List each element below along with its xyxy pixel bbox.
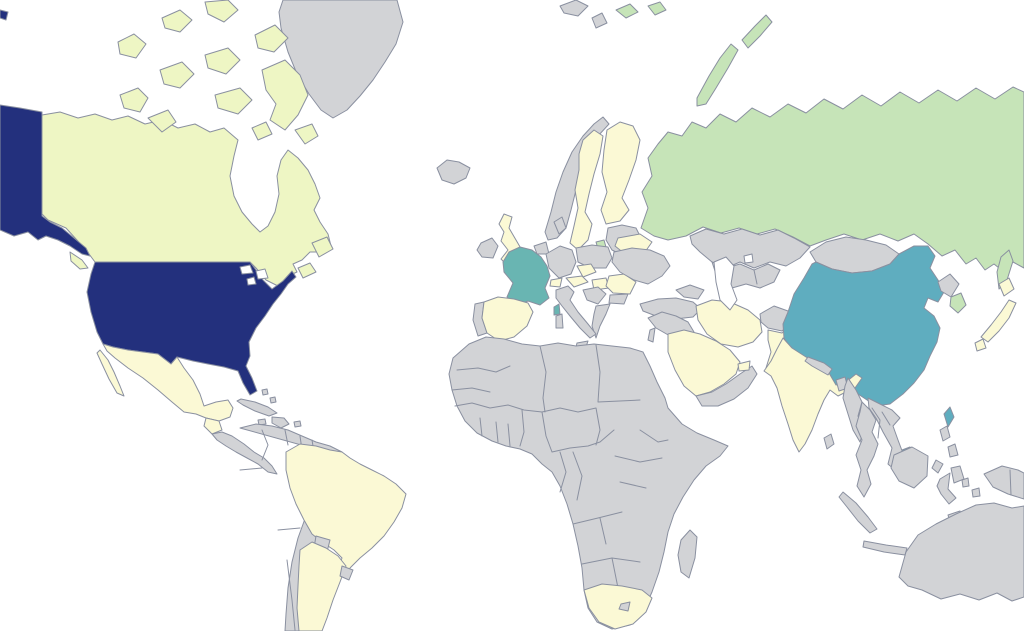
country-canada-island[interactable] <box>294 123 319 145</box>
country-canada-island[interactable] <box>117 33 147 59</box>
country-japan-hokkaido[interactable] <box>998 277 1015 297</box>
great-lakes <box>255 268 269 280</box>
country-canada-island[interactable] <box>214 87 253 115</box>
border-lines-se-asia <box>871 407 891 439</box>
country-russia-franz-josef-2[interactable] <box>647 1 667 16</box>
country-svalbard[interactable] <box>559 0 589 17</box>
country-indonesia-moluccas[interactable] <box>961 477 970 488</box>
region-yemen-oman[interactable] <box>695 365 758 407</box>
region-caucasus[interactable] <box>675 284 705 300</box>
country-china-taiwan[interactable] <box>943 406 955 428</box>
country-russia-novaya-zemlya[interactable] <box>696 43 739 107</box>
great-lakes <box>246 276 257 286</box>
country-sri-lanka[interactable] <box>823 433 835 450</box>
country-jamaica[interactable] <box>257 418 267 426</box>
country-bulgaria[interactable] <box>608 293 629 305</box>
country-russia-franz-josef[interactable] <box>615 3 639 19</box>
country-brazil[interactable] <box>285 443 407 577</box>
country-switzerland[interactable] <box>549 277 563 288</box>
country-indonesia-borneo[interactable] <box>890 446 929 489</box>
country-canada-island[interactable] <box>254 24 289 53</box>
country-south-korea[interactable] <box>949 292 967 314</box>
country-uae[interactable] <box>737 360 751 372</box>
country-ukraine[interactable] <box>611 247 671 285</box>
country-uruguay[interactable] <box>339 565 354 581</box>
country-bahamas[interactable] <box>261 388 269 396</box>
country-nepal[interactable] <box>804 356 833 376</box>
country-canada-island[interactable] <box>159 61 195 89</box>
country-usa-alaska[interactable] <box>0 104 91 257</box>
country-bahamas-2[interactable] <box>269 396 277 404</box>
country-philippines-2[interactable] <box>947 443 959 458</box>
country-canada-island[interactable] <box>204 47 241 75</box>
region-balkans[interactable] <box>582 286 607 305</box>
country-cuba[interactable] <box>236 398 278 417</box>
country-hispaniola[interactable] <box>271 416 290 429</box>
country-usa-island[interactable] <box>0 9 9 21</box>
country-indonesia-sumatra[interactable] <box>838 491 878 534</box>
country-canada-island-baffin[interactable] <box>261 59 309 131</box>
country-puerto-rico[interactable] <box>293 420 302 428</box>
country-italy-sardinia[interactable] <box>555 313 564 329</box>
country-poland[interactable] <box>575 244 613 269</box>
country-japan-kyushu[interactable] <box>974 338 987 352</box>
country-philippines[interactable] <box>939 425 951 442</box>
country-finland[interactable] <box>600 121 641 225</box>
great-lakes <box>239 264 254 275</box>
country-canada-newfoundland[interactable] <box>311 236 334 258</box>
country-austria[interactable] <box>565 275 589 288</box>
country-greece[interactable] <box>591 303 611 339</box>
country-canada-island[interactable] <box>204 0 239 23</box>
country-saudi-arabia[interactable] <box>667 329 741 397</box>
country-madagascar[interactable] <box>677 529 698 579</box>
country-canada-island[interactable] <box>147 109 177 133</box>
country-canada-island[interactable] <box>251 121 273 141</box>
country-north-korea[interactable] <box>937 273 960 298</box>
country-canada-mainland[interactable] <box>41 111 332 287</box>
country-italy[interactable] <box>555 285 597 339</box>
country-japan-honshu[interactable] <box>980 299 1017 343</box>
country-czechia[interactable] <box>576 263 597 278</box>
region-central-america[interactable] <box>211 431 278 475</box>
country-south-africa[interactable] <box>583 583 653 630</box>
country-russia-novaya-zemlya-2[interactable] <box>741 14 773 49</box>
country-canada-island[interactable] <box>119 87 149 113</box>
caspian-sea <box>713 256 738 311</box>
country-canada-novascotia[interactable] <box>297 262 317 279</box>
country-denmark[interactable] <box>553 216 567 235</box>
country-canada-island[interactable] <box>161 9 193 33</box>
country-kazakhstan[interactable] <box>689 228 811 269</box>
country-guatemala[interactable] <box>203 417 223 435</box>
country-australia[interactable] <box>898 502 1024 602</box>
country-spain[interactable] <box>481 296 534 342</box>
country-mexico-baja[interactable] <box>96 349 125 397</box>
country-iceland[interactable] <box>436 159 471 185</box>
country-france[interactable] <box>502 246 551 307</box>
country-israel[interactable] <box>647 327 656 343</box>
country-indonesia-moluccas-2[interactable] <box>971 487 981 498</box>
country-india[interactable] <box>763 337 863 453</box>
border-lines-new-guinea <box>1009 469 1012 496</box>
country-argentina[interactable] <box>296 541 347 631</box>
country-philippines-3[interactable] <box>931 459 944 474</box>
region-thailand-malaysia[interactable] <box>855 401 879 498</box>
country-indonesia-sulawesi[interactable] <box>936 472 957 505</box>
country-canada-vancouver-island[interactable] <box>69 251 89 270</box>
country-sweden[interactable] <box>569 129 604 251</box>
region-africa-nodata[interactable] <box>448 336 729 630</box>
country-france-corsica[interactable] <box>553 303 561 316</box>
country-ireland[interactable] <box>476 237 499 259</box>
border-lines-africa <box>451 344 669 589</box>
country-svalbard-2[interactable] <box>591 12 608 29</box>
country-new-guinea[interactable] <box>983 465 1024 500</box>
country-mexico[interactable] <box>102 343 234 422</box>
country-germany[interactable] <box>545 245 577 279</box>
aral-sea <box>743 253 754 264</box>
country-lesotho[interactable] <box>618 601 631 612</box>
